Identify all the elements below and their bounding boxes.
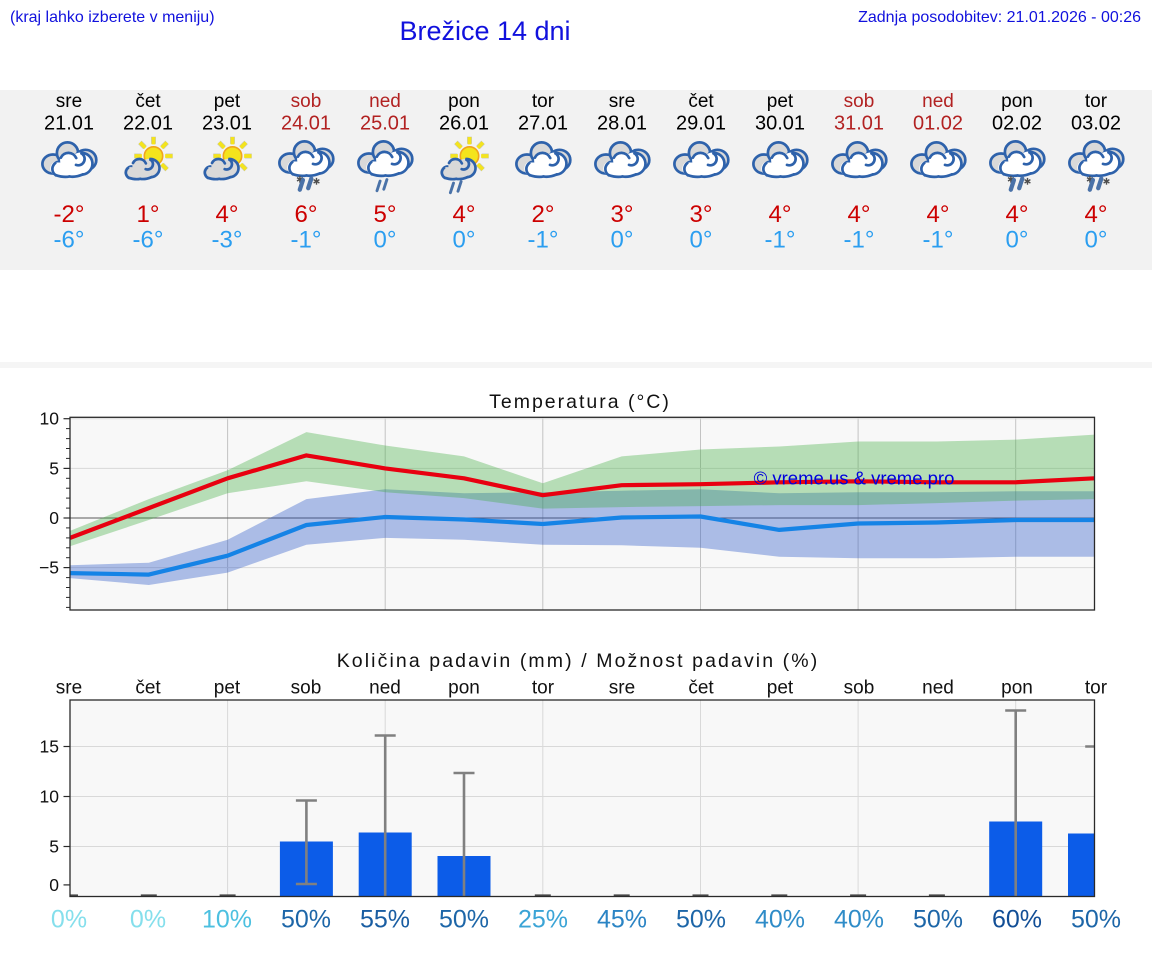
svg-text:03.02: 03.02 (1071, 113, 1121, 135)
svg-text:4°: 4° (216, 201, 239, 228)
svg-text:tor: tor (1085, 678, 1108, 699)
svg-text:čet: čet (688, 91, 714, 112)
svg-text:4°: 4° (1085, 201, 1108, 228)
svg-text:(kraj lahko izberete v meniju): (kraj lahko izberete v meniju) (10, 9, 215, 26)
svg-text:sob: sob (844, 91, 875, 112)
svg-text:-1°: -1° (923, 227, 954, 254)
svg-text:27.01: 27.01 (518, 113, 568, 135)
svg-text:1°: 1° (137, 201, 160, 228)
svg-text:31.01: 31.01 (834, 113, 884, 135)
svg-text:0%: 0% (130, 906, 166, 934)
svg-text:29.01: 29.01 (676, 113, 726, 135)
svg-text:pon: pon (1001, 678, 1033, 699)
svg-text:ned: ned (369, 91, 401, 112)
svg-text:ned: ned (922, 678, 954, 699)
svg-text:sob: sob (291, 91, 322, 112)
svg-text:4°: 4° (769, 201, 792, 228)
svg-text:24.01: 24.01 (281, 113, 331, 135)
svg-text:50%: 50% (281, 906, 331, 934)
svg-text:0%: 0% (51, 906, 87, 934)
svg-text:10: 10 (40, 409, 60, 429)
svg-text:ned: ned (369, 678, 401, 699)
svg-text:pon: pon (448, 91, 480, 112)
svg-text:0°: 0° (690, 227, 713, 254)
svg-text:Temperatura (°C): Temperatura (°C) (489, 391, 671, 413)
svg-text:sre: sre (56, 678, 82, 699)
svg-text:čet: čet (135, 678, 161, 699)
svg-text:pon: pon (448, 678, 480, 699)
svg-text:-1°: -1° (528, 227, 559, 254)
svg-text:0°: 0° (1006, 227, 1029, 254)
svg-text:25.01: 25.01 (360, 113, 410, 135)
svg-text:-3°: -3° (212, 227, 243, 254)
svg-text:22.01: 22.01 (123, 113, 173, 135)
svg-text:6°: 6° (295, 201, 318, 228)
svg-text:30.01: 30.01 (755, 113, 805, 135)
svg-text:3°: 3° (611, 201, 634, 228)
svg-text:21.01: 21.01 (44, 113, 94, 135)
svg-text:25%: 25% (518, 906, 568, 934)
svg-text:60%: 60% (992, 906, 1042, 934)
svg-text:3°: 3° (690, 201, 713, 228)
svg-text:-1°: -1° (765, 227, 796, 254)
svg-text:45%: 45% (597, 906, 647, 934)
svg-text:5: 5 (49, 837, 59, 857)
svg-text:0: 0 (49, 508, 59, 528)
svg-text:4°: 4° (848, 201, 871, 228)
svg-text:0°: 0° (453, 227, 476, 254)
svg-text:0°: 0° (1085, 227, 1108, 254)
svg-text:tor: tor (532, 91, 555, 112)
svg-text:© vreme.us & vreme.pro: © vreme.us & vreme.pro (754, 468, 955, 489)
svg-text:pet: pet (214, 91, 241, 112)
svg-text:tor: tor (1085, 91, 1108, 112)
svg-text:0: 0 (49, 875, 59, 895)
svg-text:26.01: 26.01 (439, 113, 489, 135)
svg-text:02.02: 02.02 (992, 113, 1042, 135)
svg-text:50%: 50% (439, 906, 489, 934)
svg-text:sre: sre (609, 678, 635, 699)
svg-text:10: 10 (40, 787, 60, 807)
svg-text:4°: 4° (1006, 201, 1029, 228)
svg-text:pet: pet (767, 678, 794, 699)
svg-text:15: 15 (40, 737, 59, 757)
svg-text:4°: 4° (927, 201, 950, 228)
svg-text:2°: 2° (532, 201, 555, 228)
svg-text:0°: 0° (611, 227, 634, 254)
svg-text:ned: ned (922, 91, 954, 112)
svg-text:Količina padavin (mm) / Možnos: Količina padavin (mm) / Možnost padavin … (337, 650, 820, 672)
svg-text:0°: 0° (374, 227, 397, 254)
svg-text:-6°: -6° (54, 227, 85, 254)
svg-text:5°: 5° (374, 201, 397, 228)
svg-text:4°: 4° (453, 201, 476, 228)
svg-text:pet: pet (767, 91, 794, 112)
svg-text:sre: sre (609, 91, 635, 112)
svg-text:Brežice 14 dni: Brežice 14 dni (399, 16, 570, 46)
svg-text:50%: 50% (676, 906, 726, 934)
svg-text:10%: 10% (202, 906, 252, 934)
svg-text:Zadnja posodobitev: 21.01.2026: Zadnja posodobitev: 21.01.2026 - 00:26 (858, 9, 1141, 26)
svg-text:pet: pet (214, 678, 241, 699)
svg-text:5: 5 (49, 458, 59, 478)
svg-text:28.01: 28.01 (597, 113, 647, 135)
svg-text:55%: 55% (360, 906, 410, 934)
svg-text:40%: 40% (834, 906, 884, 934)
svg-text:sob: sob (291, 678, 322, 699)
svg-text:-1°: -1° (844, 227, 875, 254)
svg-text:sob: sob (844, 678, 875, 699)
svg-text:-6°: -6° (133, 227, 164, 254)
svg-text:−5: −5 (39, 558, 59, 578)
svg-text:23.01: 23.01 (202, 113, 252, 135)
svg-text:tor: tor (532, 678, 555, 699)
svg-text:50%: 50% (1071, 906, 1121, 934)
svg-text:čet: čet (688, 678, 714, 699)
svg-text:-1°: -1° (291, 227, 322, 254)
svg-text:50%: 50% (913, 906, 963, 934)
svg-text:sre: sre (56, 91, 82, 112)
svg-text:čet: čet (135, 91, 161, 112)
svg-text:01.02: 01.02 (913, 113, 963, 135)
svg-text:pon: pon (1001, 91, 1033, 112)
svg-text:-2°: -2° (54, 201, 85, 228)
svg-text:40%: 40% (755, 906, 805, 934)
